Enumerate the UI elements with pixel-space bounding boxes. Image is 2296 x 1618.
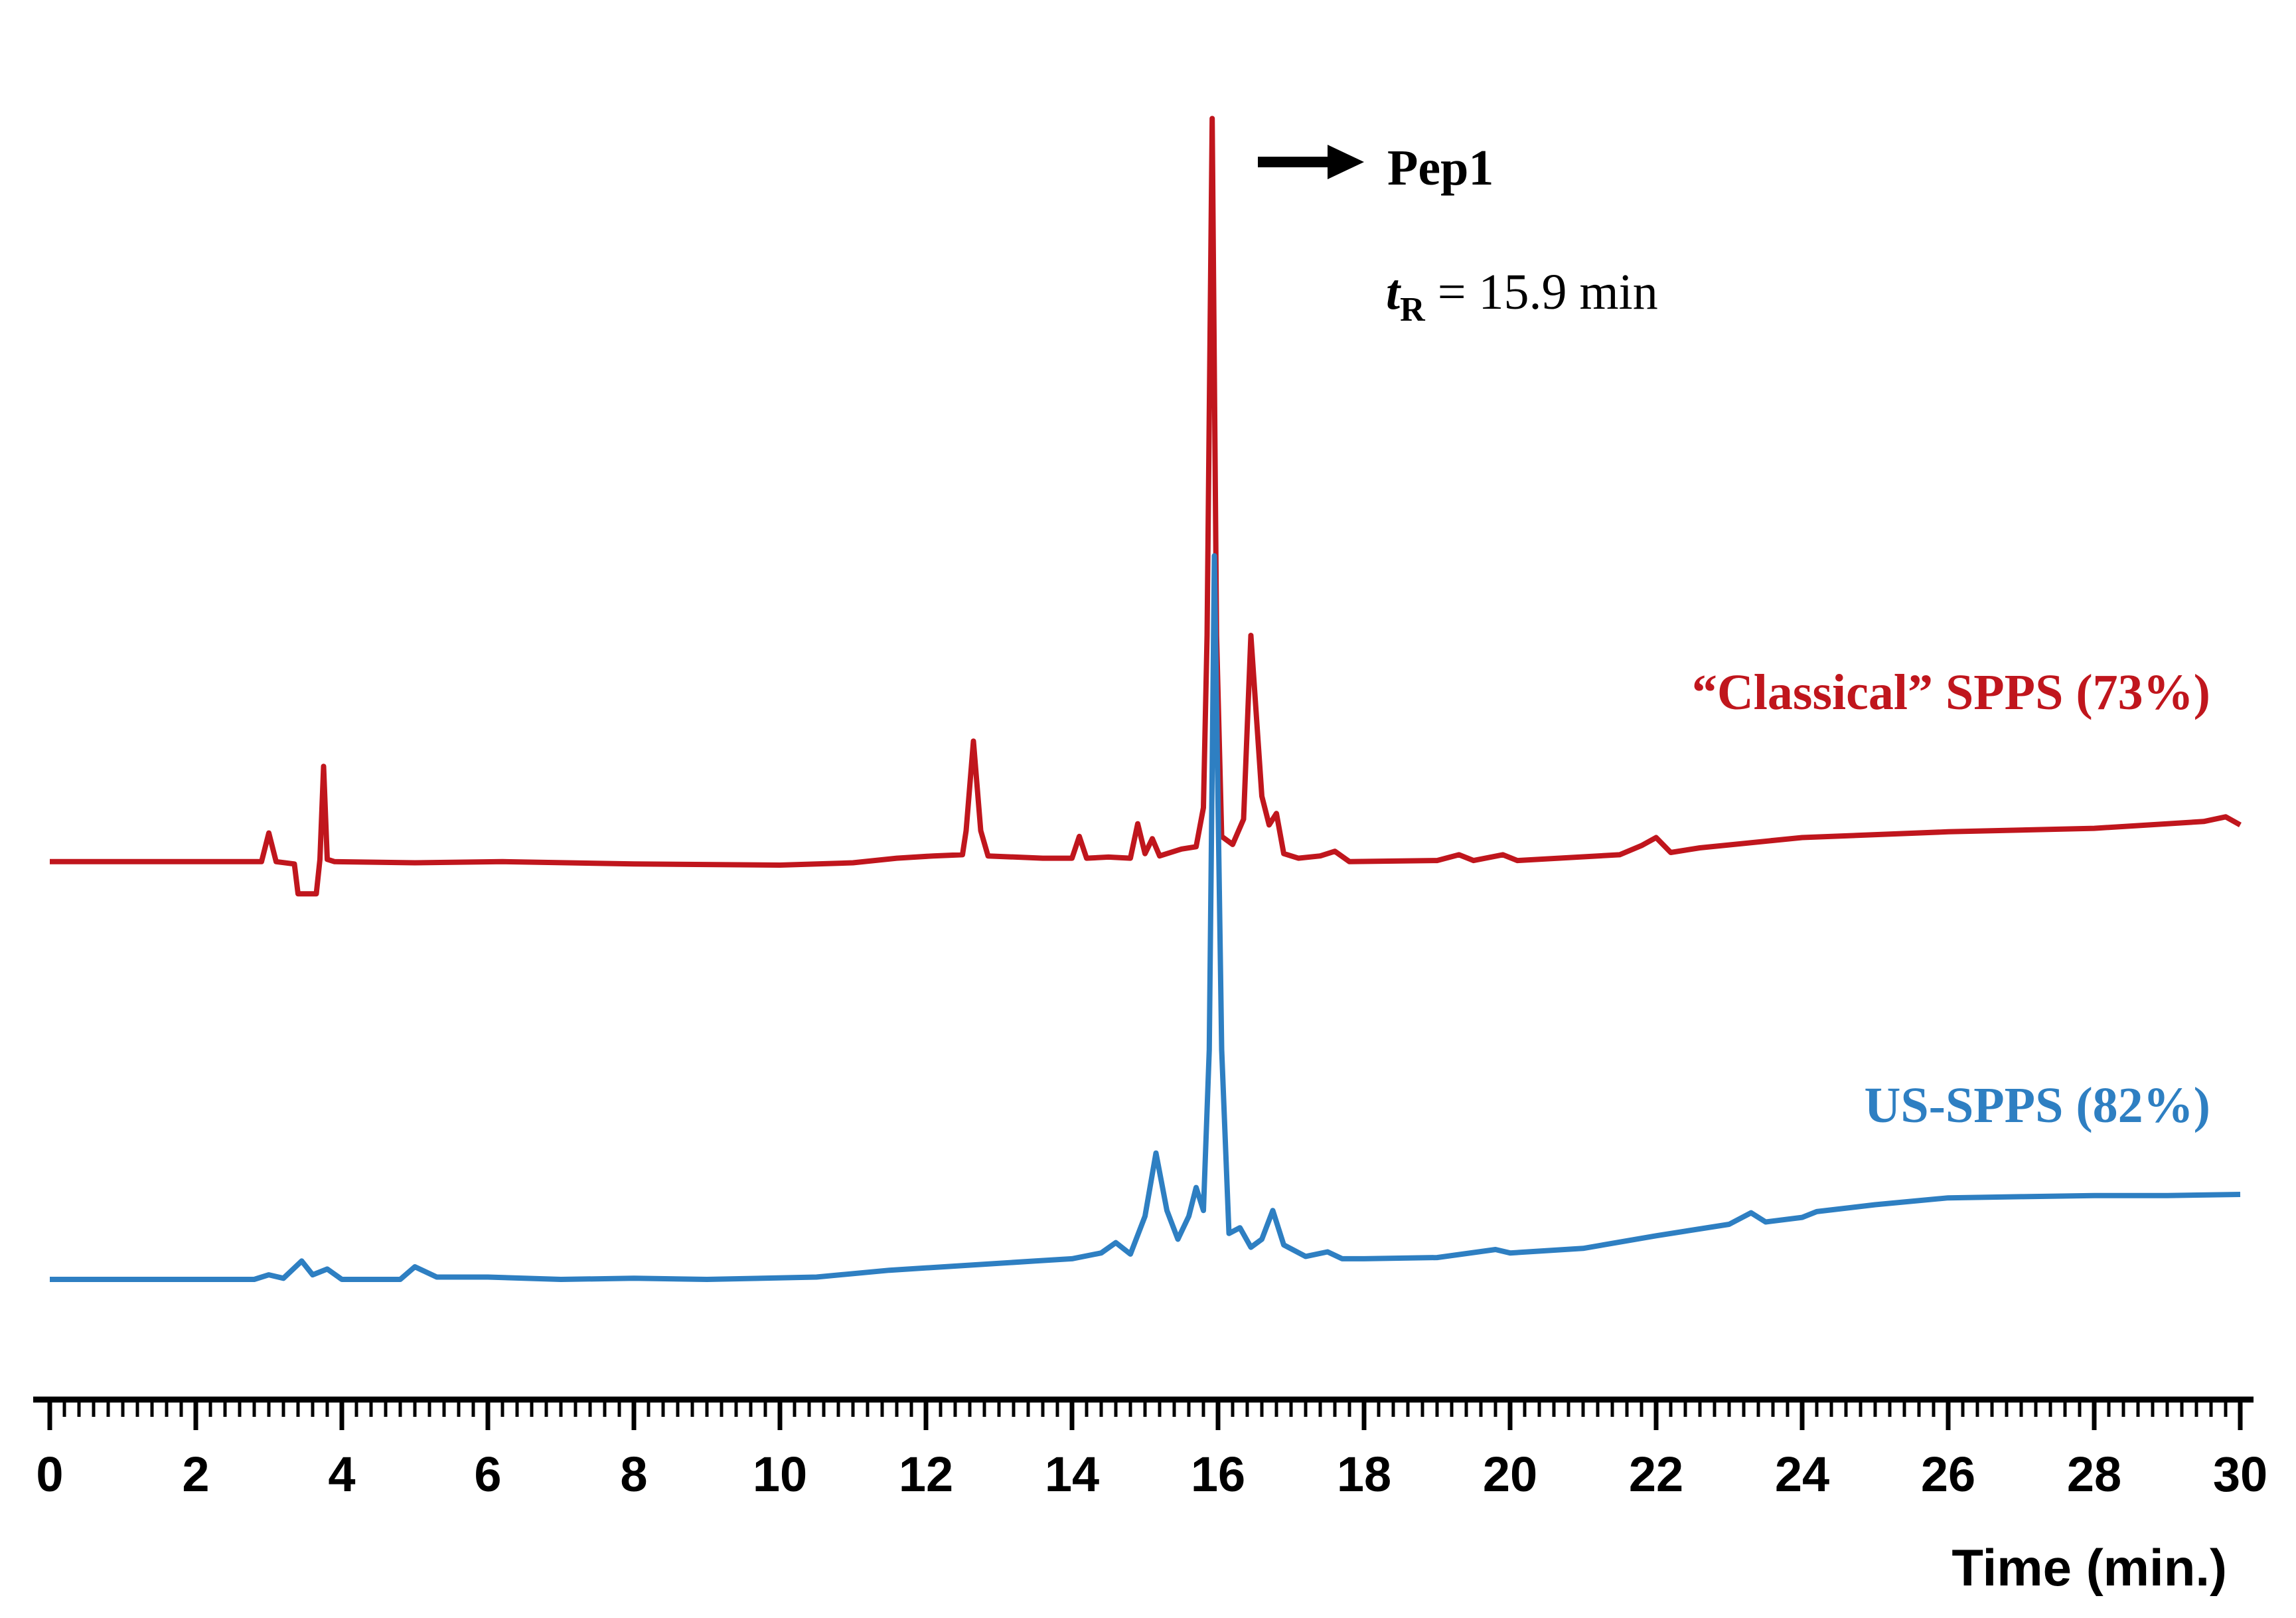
x-tick-label: 8: [620, 1447, 647, 1502]
x-tick-label: 20: [1483, 1447, 1537, 1502]
x-axis: 0 2 4 6 8 10 12 14 16 18 20 22 24 26 28 30: [33, 1396, 2267, 1502]
x-tick-label: 28: [2067, 1447, 2121, 1502]
retention-time-value: = 15.9 min: [1425, 264, 1658, 320]
x-tick-label: 30: [2213, 1447, 2267, 1502]
right-arrow-icon: [1258, 145, 1364, 179]
x-tick-label: 26: [1921, 1447, 1975, 1502]
retention-time-label: tR = 15.9 min: [1386, 264, 1658, 329]
legend-us-spps: US-SPPS (82%): [1865, 1078, 2210, 1133]
series-line-us-spps: [50, 553, 2241, 1282]
x-tick-label: 6: [474, 1447, 501, 1502]
peak-annotation: Pep1 tR = 15.9 min: [1258, 140, 1658, 329]
x-axis-title: Time (min.): [1952, 1538, 2227, 1597]
retention-time-symbol: t: [1386, 264, 1402, 320]
x-axis-tick-labels: 0 2 4 6 8 10 12 14 16 18 20 22 24 26 28 30: [36, 1447, 2267, 1502]
x-tick-label: 16: [1191, 1447, 1245, 1502]
series-line-classical-spps: [50, 116, 2242, 897]
x-tick-label: 18: [1337, 1447, 1391, 1502]
retention-time-subscript: R: [1400, 291, 1426, 329]
x-tick-label: 2: [182, 1447, 209, 1502]
legend-classical-spps: “Classical” SPPS (73%): [1692, 665, 2210, 720]
x-tick-label: 10: [753, 1447, 807, 1502]
series-layer: [50, 116, 2242, 1282]
x-tick-label: 12: [899, 1447, 953, 1502]
x-axis-minor-ticks: [62, 1400, 2228, 1417]
x-axis-major-ticks: [47, 1400, 2243, 1430]
x-tick-label: 22: [1629, 1447, 1683, 1502]
x-tick-label: 0: [36, 1447, 63, 1502]
x-tick-label: 24: [1775, 1447, 1829, 1502]
x-tick-label: 4: [328, 1447, 355, 1502]
peak-label: Pep1: [1387, 140, 1493, 196]
x-tick-label: 14: [1045, 1447, 1099, 1502]
